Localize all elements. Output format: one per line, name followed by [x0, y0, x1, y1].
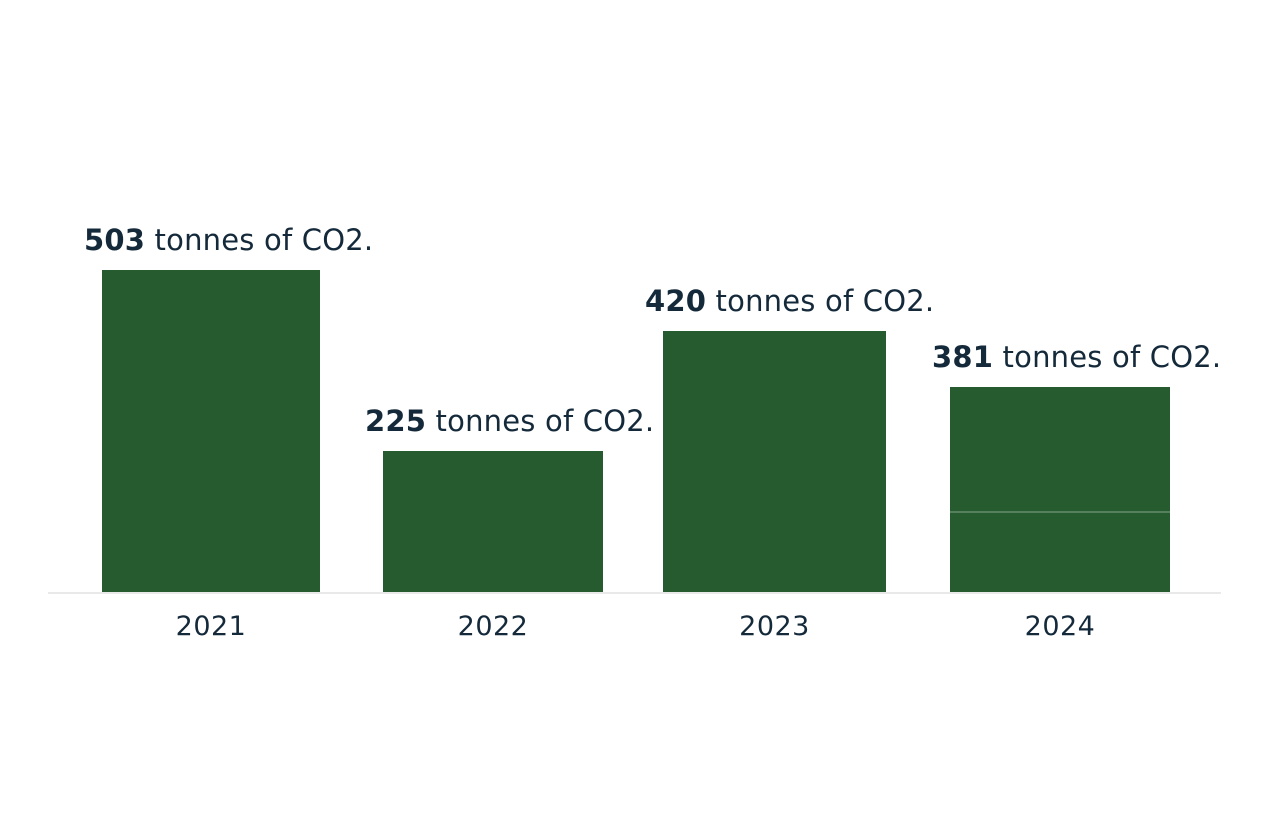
x-tick-2022: 2022 [457, 611, 529, 642]
bar-group-2024: 381 tonnes of CO2. [932, 341, 1221, 592]
x-tick-2024: 2024 [1024, 611, 1096, 642]
bar-annotation-2024: 381 tonnes of CO2. [932, 340, 1222, 375]
annotation-value-2022: 225 [365, 404, 427, 439]
annotation-value-2024: 381 [932, 340, 994, 375]
bar-annotation-2023: 420 tonnes of CO2. [645, 284, 935, 319]
bar-annotation-2022: 225 tonnes of CO2. [365, 404, 655, 439]
annotation-suffix-2023: tonnes of CO2. [706, 284, 935, 319]
bar-group-2021: 503 tonnes of CO2. [84, 224, 373, 592]
annotation-value-2023: 420 [645, 284, 707, 319]
annotation-suffix-2021: tonnes of CO2. [145, 223, 374, 258]
annotation-value-2021: 503 [84, 223, 146, 258]
bar-group-2022: 225 tonnes of CO2. [365, 405, 654, 592]
x-tick-2021: 2021 [175, 611, 247, 642]
bar-group-2023: 420 tonnes of CO2. [645, 285, 934, 592]
bar-seam-2024 [950, 511, 1170, 513]
bar-annotation-2021: 503 tonnes of CO2. [84, 223, 374, 258]
x-axis-line [48, 592, 1221, 594]
annotation-suffix-2024: tonnes of CO2. [993, 340, 1222, 375]
x-tick-2023: 2023 [739, 611, 810, 642]
annotation-suffix-2022: tonnes of CO2. [426, 404, 655, 439]
